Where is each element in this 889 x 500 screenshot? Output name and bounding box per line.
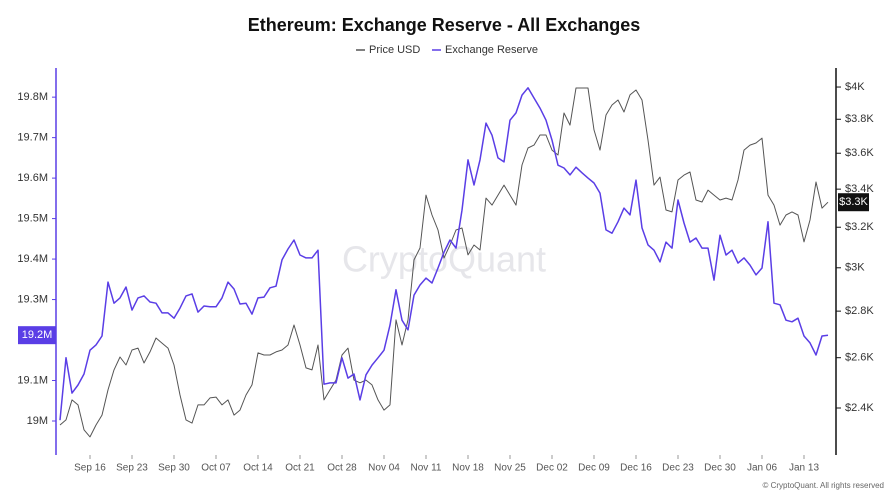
watermark: CryptoQuant xyxy=(342,239,546,280)
y-tick-label: 19M xyxy=(27,415,48,427)
series-line xyxy=(59,87,829,438)
y2-tick-label: $4K xyxy=(845,81,865,93)
y2-tick-label: $2.8K xyxy=(845,305,874,317)
y-tick-label: 19.6M xyxy=(17,172,48,184)
y2-tick-label: $3.2K xyxy=(845,221,874,233)
legend-label: Price USD xyxy=(369,44,420,56)
y-tick-label: 19.8M xyxy=(17,91,48,103)
y2-tick-label: $3.6K xyxy=(845,147,874,159)
x-tick-label: Nov 04 xyxy=(368,463,400,474)
x-tick-label: Dec 23 xyxy=(662,463,694,474)
legend-label: Exchange Reserve xyxy=(445,44,538,56)
y2-tick-label: $3K xyxy=(845,262,865,274)
y-tick-label: 19.3M xyxy=(17,293,48,305)
chart-title: Ethereum: Exchange Reserve - All Exchang… xyxy=(248,15,640,35)
y-tick-label: 19.4M xyxy=(17,253,48,265)
current-badge xyxy=(18,326,56,345)
x-tick-label: Oct 14 xyxy=(243,463,273,474)
current-label: 19.2M xyxy=(22,329,53,341)
x-tick-label: Sep 16 xyxy=(74,463,106,474)
y-tick-label: 19.7M xyxy=(17,132,48,144)
y-tick-label: 19.1M xyxy=(17,374,48,386)
x-tick-label: Jan 13 xyxy=(789,463,819,474)
y2-tick-label: $2.4K xyxy=(845,402,874,414)
current-label: $3.3K xyxy=(839,196,868,208)
y2-tick-label: $3.8K xyxy=(845,113,874,125)
x-tick-label: Oct 07 xyxy=(201,463,231,474)
y2-tick-label: $2.6K xyxy=(845,352,874,364)
current-badge xyxy=(838,193,869,212)
x-tick-label: Sep 30 xyxy=(158,463,190,474)
credit: © CryptoQuant. All rights reserved xyxy=(763,481,885,490)
x-tick-label: Oct 28 xyxy=(327,463,357,474)
x-tick-label: Dec 16 xyxy=(620,463,652,474)
x-tick-label: Jan 06 xyxy=(747,463,777,474)
y2-tick-label: $3.4K xyxy=(845,183,874,195)
x-tick-label: Nov 25 xyxy=(494,463,526,474)
x-tick-label: Dec 30 xyxy=(704,463,736,474)
x-tick-label: Nov 18 xyxy=(452,463,484,474)
x-tick-label: Oct 21 xyxy=(285,463,315,474)
y-tick-label: 19.5M xyxy=(17,212,48,224)
series-line xyxy=(59,87,829,421)
x-tick-label: Nov 11 xyxy=(411,463,442,474)
x-tick-label: Sep 23 xyxy=(116,463,148,474)
x-tick-label: Dec 02 xyxy=(536,463,568,474)
x-tick-label: Dec 09 xyxy=(578,463,610,474)
